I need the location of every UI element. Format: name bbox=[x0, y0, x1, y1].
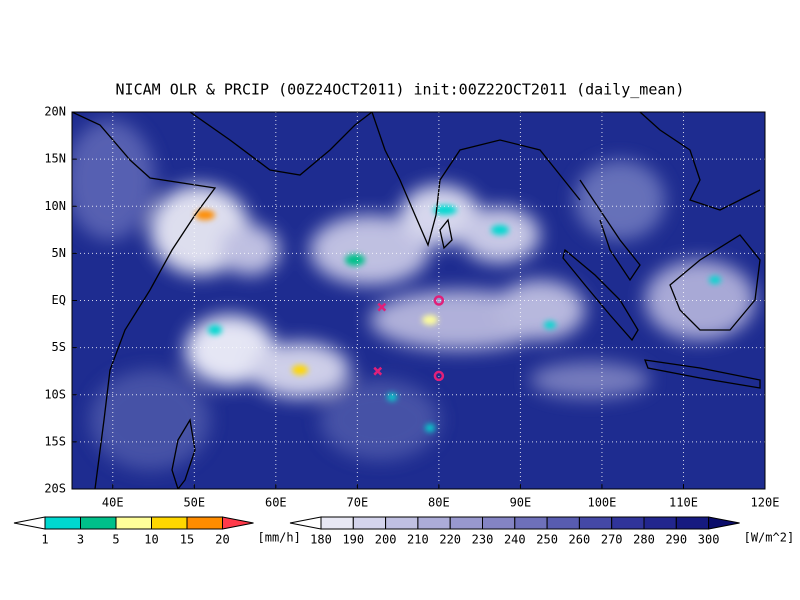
colorbar-label: 190 bbox=[342, 533, 364, 547]
colorbar-label: 260 bbox=[569, 533, 591, 547]
marker-circle bbox=[433, 295, 445, 306]
colorbar-label: 220 bbox=[439, 533, 461, 547]
colorbar-label: 230 bbox=[472, 533, 494, 547]
markers bbox=[373, 295, 445, 382]
chart-title: NICAM OLR & PRCIP (00Z24OCT2011) init:00… bbox=[116, 81, 685, 99]
colorbar-box bbox=[115, 516, 152, 530]
colorbar-box bbox=[80, 516, 117, 530]
y-tick-label: 20N bbox=[44, 105, 66, 119]
marker-cross bbox=[373, 366, 383, 376]
x-tick-label: 40E bbox=[102, 496, 124, 510]
colorbar-label: 20 bbox=[215, 533, 229, 547]
x-tick-label: 110E bbox=[669, 496, 698, 510]
colorbar-label: 270 bbox=[601, 533, 623, 547]
colorbar-box bbox=[643, 516, 677, 530]
coastlines bbox=[72, 112, 761, 489]
y-tick-label: EQ bbox=[52, 293, 66, 307]
colorbar-box bbox=[385, 516, 419, 530]
colorbar-label: 210 bbox=[407, 533, 429, 547]
colorbar-over bbox=[708, 516, 740, 530]
y-tick-label: 10N bbox=[44, 199, 66, 213]
colorbar-label: 1 bbox=[41, 533, 48, 547]
colorbar-under bbox=[13, 516, 46, 530]
y-tick-label: 15N bbox=[44, 152, 66, 166]
colorbar-box bbox=[482, 516, 516, 530]
y-tick-label: 20S bbox=[44, 482, 66, 496]
colorbar-under bbox=[289, 516, 322, 530]
colorbar-label: 15 bbox=[180, 533, 194, 547]
colorbar-label: 290 bbox=[665, 533, 687, 547]
colorbar-label: 3 bbox=[77, 533, 84, 547]
y-tick-label: 15S bbox=[44, 434, 66, 448]
colorbar-unit: [mm/h] bbox=[258, 531, 301, 545]
cloud-field bbox=[72, 120, 755, 470]
colorbar-box bbox=[320, 516, 354, 530]
colorbar-label: 280 bbox=[633, 533, 655, 547]
colorbar-label: 5 bbox=[112, 533, 119, 547]
colorbar-box bbox=[578, 516, 613, 530]
colorbar-box bbox=[44, 516, 81, 530]
x-tick-label: 60E bbox=[265, 496, 287, 510]
grid bbox=[72, 112, 765, 489]
colorbar-over bbox=[222, 516, 254, 530]
colorbar-box bbox=[186, 516, 223, 530]
axes: 40E 50E 60E 70E 80E 90E 100E 110E 120E 20S 15S 10S 5… bbox=[44, 105, 779, 510]
colorbar-box bbox=[449, 516, 484, 530]
colorbar-box bbox=[514, 516, 548, 530]
x-tick-label: 100E bbox=[587, 496, 616, 510]
colorbar-label: 250 bbox=[536, 533, 558, 547]
y-tick-label: 5N bbox=[52, 246, 66, 260]
colorbar-box bbox=[151, 516, 188, 530]
y-tick-label: 5S bbox=[52, 340, 66, 354]
y-tick-label: 10S bbox=[44, 387, 66, 401]
colorbar-box bbox=[417, 516, 451, 530]
colorbar-box bbox=[675, 516, 710, 530]
x-tick-label: 80E bbox=[428, 496, 450, 510]
colorbar-label: 240 bbox=[504, 533, 526, 547]
colorbar-unit: [W/m^2] bbox=[744, 531, 795, 545]
colorbar-box bbox=[546, 516, 580, 530]
x-tick-label: 70E bbox=[347, 496, 369, 510]
colorbar-label: 300 bbox=[698, 533, 720, 547]
colorbar-box bbox=[611, 516, 645, 530]
colorbar-label: 200 bbox=[375, 533, 397, 547]
x-tick-label: 90E bbox=[510, 496, 532, 510]
colorbar-label: 10 bbox=[144, 533, 158, 547]
colorbar-label: 180 bbox=[310, 533, 332, 547]
colorbars: 1 3 5 10 15 20 [mm/h] 180 190 200 210 220 230 240 250 2… bbox=[13, 516, 795, 547]
marker-circle bbox=[433, 370, 445, 382]
x-tick-label: 120E bbox=[751, 496, 780, 510]
x-tick-label: 50E bbox=[183, 496, 205, 510]
marker-cross bbox=[377, 302, 387, 312]
map-field bbox=[72, 112, 765, 489]
precip-field bbox=[195, 205, 721, 432]
colorbar-box bbox=[352, 516, 387, 530]
